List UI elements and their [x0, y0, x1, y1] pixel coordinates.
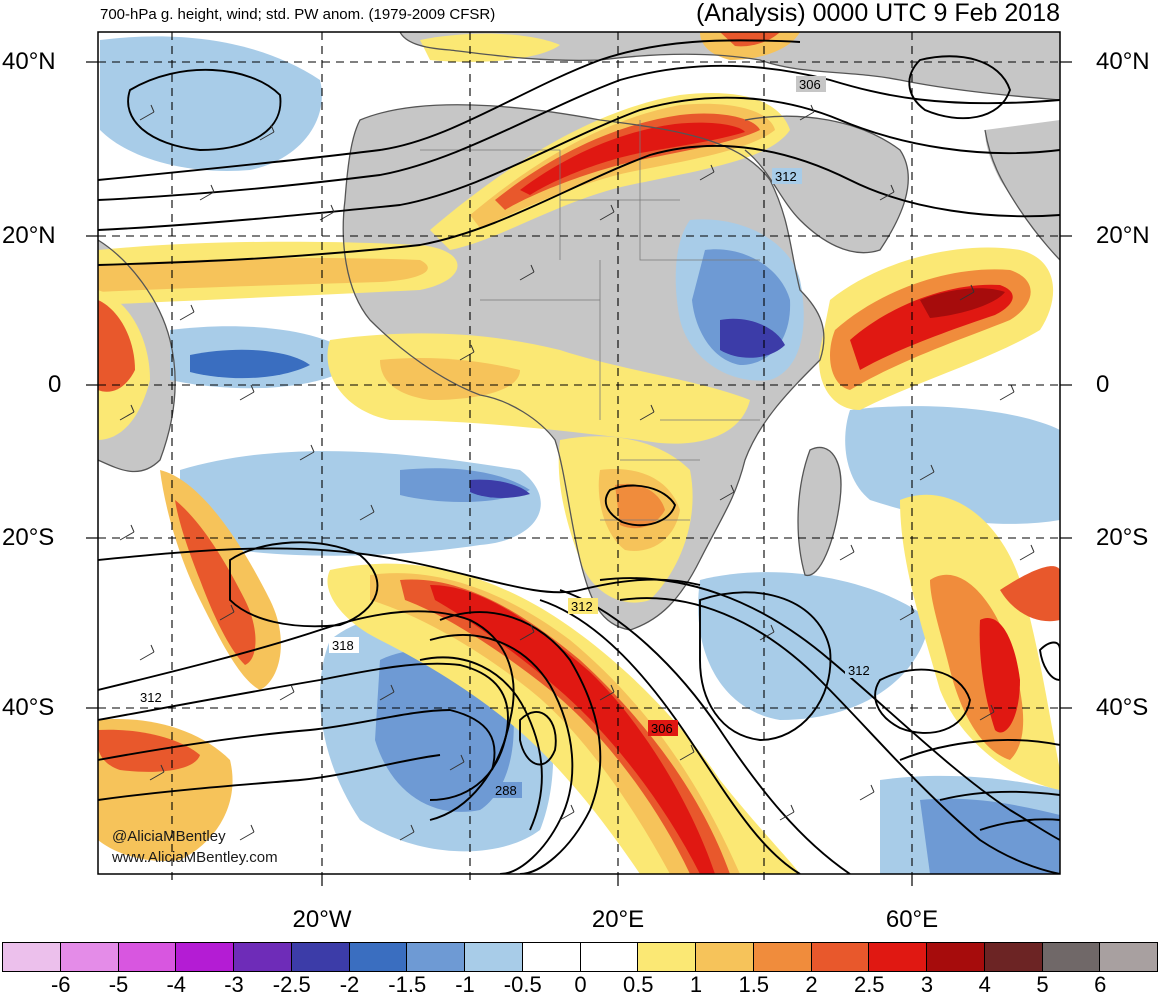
- colorbar-tick-label: 6: [1094, 972, 1107, 997]
- colorbar-tick-label: -3: [224, 972, 244, 997]
- lat-label-20s-right: 20°S: [1096, 524, 1149, 551]
- lat-label-40n-left: 40°N: [2, 48, 56, 75]
- colorbar-box: [1099, 942, 1158, 972]
- colorbar-tick-label: 0.5: [622, 972, 654, 997]
- lat-label-eq-right: 0: [1096, 371, 1110, 398]
- colorbar-box: [59, 942, 119, 972]
- lat-label-40s-left: 40°S: [2, 694, 55, 721]
- colorbar-box: [406, 942, 465, 972]
- colorbar-box: [290, 942, 350, 972]
- lon-label-20w: 20°W: [292, 906, 352, 933]
- colorbar-box: [695, 942, 754, 972]
- contour-label-288: 288: [495, 783, 517, 798]
- colorbar-tick-label: -2.5: [272, 972, 311, 997]
- contour-label-312-west: 312: [140, 690, 162, 705]
- lat-label-20n-right: 20°N: [1096, 222, 1150, 249]
- colorbar-tick-label: -5: [108, 972, 129, 997]
- lat-label-eq-left: 0: [48, 371, 62, 398]
- country-borders: [420, 120, 760, 521]
- colorbar-box: [464, 942, 523, 972]
- map-title: (Analysis) 0000 UTC 9 Feb 2018: [695, 0, 1060, 27]
- credit-website: www.AliciaMBentley.com: [112, 849, 278, 866]
- axis-ticks: [86, 61, 1072, 886]
- lat-label-40n-right: 40°N: [1096, 48, 1150, 75]
- colorbar-box: [637, 942, 696, 972]
- colorbar-tick-label: 1: [689, 972, 703, 997]
- contour-label-312-north: 312: [775, 169, 797, 184]
- contour-label-318: 318: [332, 638, 354, 653]
- colorbar-tick-label: 5: [1036, 972, 1049, 997]
- colorbar-box: [2, 942, 61, 972]
- height-contours: [98, 39, 1060, 874]
- wind-barbs: [119, 104, 1035, 841]
- colorbar-box: [117, 942, 177, 972]
- contour-label-312-africa: 312: [571, 599, 593, 614]
- coastlines: [98, 32, 1060, 631]
- colorbar-tick-label: -1.5: [388, 972, 427, 997]
- colorbar-box: [810, 942, 870, 972]
- colorbar-tick-label: 4: [978, 972, 991, 997]
- colorbar-tick-label: -6: [50, 972, 71, 997]
- colorbar-box: [348, 942, 408, 972]
- europe-land: [400, 32, 1060, 100]
- credit-twitter: @AliciaMBentley: [112, 828, 226, 845]
- lat-lon-grid: [98, 32, 1060, 874]
- colorbar-box: [175, 942, 234, 972]
- contour-label-312-east: 312: [848, 663, 870, 678]
- lat-label-20n-left: 20°N: [2, 222, 56, 249]
- lon-label-60e: 60°E: [885, 906, 939, 933]
- india-land: [985, 120, 1060, 260]
- neg-anom-indian-ocean: [845, 406, 1060, 524]
- colorbar-tick-label: 0: [574, 972, 587, 997]
- colorbar-box: [521, 942, 581, 972]
- colorbar-tick-label: 2.5: [853, 972, 885, 997]
- colorbar-box: [868, 942, 927, 972]
- colorbar-tick-label: 1.5: [738, 972, 770, 997]
- colorbar-box: [1041, 942, 1101, 972]
- lon-label-20e: 20°E: [591, 906, 645, 933]
- map-subtitle: 700-hPa g. height, wind; std. PW anom. (…: [100, 6, 496, 23]
- contour-labels: 306 312 312 318 312 312 306 288: [137, 76, 875, 798]
- pw-anomaly-colorbar: [2, 942, 1158, 972]
- lat-label-40s-right: 40°S: [1096, 694, 1149, 721]
- colorbar-tick-label: -2: [339, 972, 360, 997]
- colorbar-tick-label: 2: [805, 972, 818, 997]
- colorbar-tick-label: 3: [920, 972, 934, 997]
- contour-label-306-north: 306: [799, 77, 821, 92]
- colorbar-box: [926, 942, 985, 972]
- colorbar-tick-label: -4: [166, 972, 187, 997]
- colorbar-box: [983, 942, 1043, 972]
- contour-label-306-south: 306: [651, 721, 673, 736]
- lat-label-20s-left: 20°S: [2, 524, 55, 551]
- colorbar-box: [752, 942, 812, 972]
- colorbar-box: [233, 942, 292, 972]
- colorbar-tick-label: -0.5: [503, 972, 542, 997]
- colorbar-box: [579, 942, 639, 972]
- arabia-land: [745, 116, 909, 253]
- map-frame: [97, 31, 1061, 875]
- colorbar-tick-label: -1: [455, 972, 475, 997]
